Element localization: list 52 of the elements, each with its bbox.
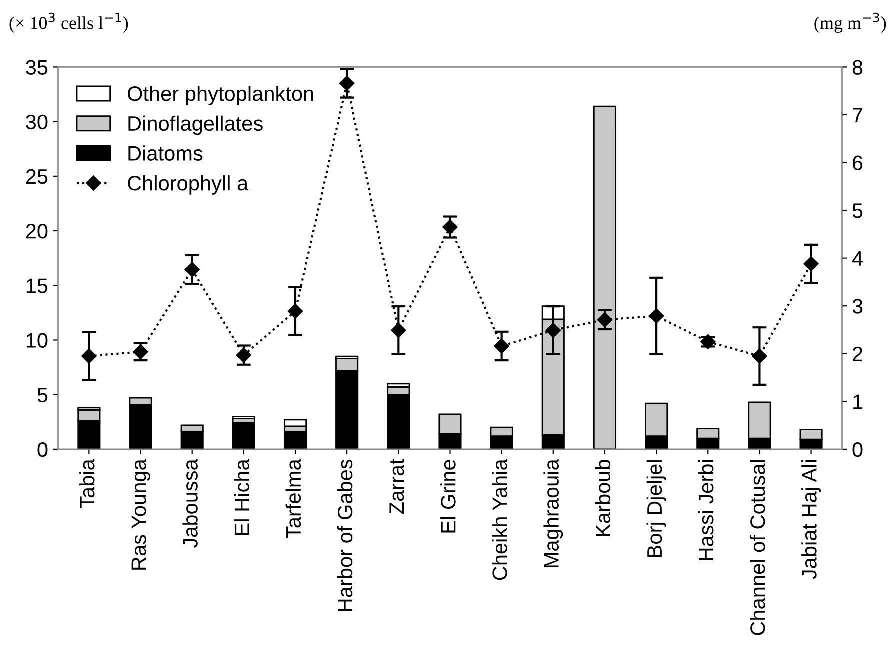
point xyxy=(546,322,561,338)
point xyxy=(597,312,613,328)
x-tick-label: Cheikh Yahia xyxy=(492,459,508,580)
legend-label: Diatoms xyxy=(128,146,203,161)
x-tick-label: Jaboussa xyxy=(182,459,198,548)
x-tick-label: Borj Djeljel xyxy=(646,460,666,558)
point xyxy=(752,348,768,364)
point xyxy=(804,256,819,272)
x-tick-label: El Grine xyxy=(440,460,456,533)
bar xyxy=(232,416,256,420)
point xyxy=(288,304,304,319)
x-tick-label: Harbor of Gabes xyxy=(337,460,353,612)
y2-tick-label: 4 xyxy=(852,252,863,266)
y2-tick-label: 5 xyxy=(852,204,863,218)
point xyxy=(494,338,510,354)
x-tick-label: Channel of Cotusal xyxy=(750,460,766,636)
point xyxy=(184,262,200,278)
y2-tick-label: 8 xyxy=(852,60,863,75)
x-tick-label: Karboub xyxy=(595,460,611,536)
legend-label: Dinoflagellates xyxy=(128,116,263,136)
y-tick-label: 5 xyxy=(38,388,48,403)
y2-tick-label: 2 xyxy=(853,346,863,362)
x-tick-label: Zarrat xyxy=(390,459,404,514)
x-tick-label: Maghraouia xyxy=(544,459,564,568)
y2-tick-label: 6 xyxy=(853,156,863,171)
legend-label: Chlorophyll a xyxy=(128,175,249,195)
point xyxy=(236,348,252,363)
point xyxy=(340,76,355,92)
point xyxy=(442,220,458,235)
x-tick-label: Hassi Jerbi xyxy=(698,460,714,560)
point xyxy=(391,322,406,338)
y2-tick-label: 1 xyxy=(854,394,863,410)
y-tick-label: 35 xyxy=(26,60,48,75)
x-tick-label: Jabiat Haj Ali xyxy=(802,460,822,580)
y-tick-label: 20 xyxy=(26,224,48,239)
x-tick-label: Ras Younga xyxy=(132,459,150,570)
y-axis-title: (× 10$^{3}$ cells l$^{−1}$) xyxy=(10,12,128,33)
y2-tick-label: 3 xyxy=(852,299,863,314)
y-tick-label: 30 xyxy=(26,114,48,130)
x-tick-label: Tarfelma xyxy=(286,459,302,539)
y-tick-label: 25 xyxy=(26,169,48,184)
y2-tick-label: 7 xyxy=(853,108,863,123)
x-tick-label: Tabia xyxy=(79,459,95,508)
y-tick-label: 15 xyxy=(26,278,48,294)
y2-tick-label: 0 xyxy=(852,442,863,458)
x-tick-label: El Hicha xyxy=(234,459,250,536)
y2-axis-title: (mg m$^{−3}$) xyxy=(814,12,886,34)
y-tick-label: 0 xyxy=(38,442,48,458)
y-tick-label: 10 xyxy=(26,333,48,348)
legend-label: Other phytoplankton xyxy=(128,86,314,106)
point xyxy=(648,308,664,324)
point xyxy=(82,348,97,364)
